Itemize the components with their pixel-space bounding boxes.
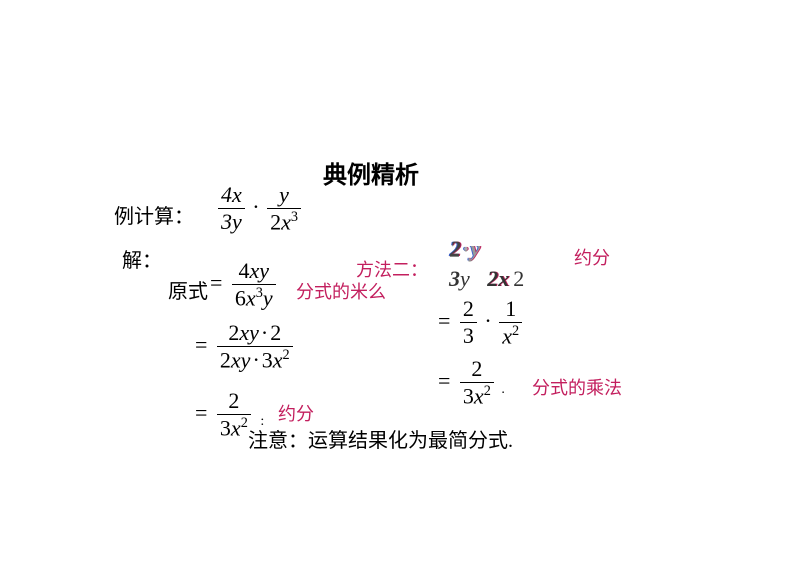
example-label: 例计算： — [114, 200, 194, 229]
m1-step1: = 4xy 6x3y — [210, 258, 276, 311]
origin-label: 原式 — [168, 275, 208, 304]
problem-expression: 4x 3y · y 2x3 — [218, 182, 301, 235]
anno-chengfa: 分式的乘法 — [532, 374, 622, 400]
m2-step2: = 2 3x2 . — [438, 356, 505, 409]
m2-step1: = 2 3 · 1 x2 — [438, 296, 522, 349]
m1-step2: = 2xy·2 2xy·3x2 — [195, 320, 293, 373]
method2-label: 方法二： — [356, 256, 428, 282]
glitch-numerator: 2·y — [450, 236, 482, 262]
solve-label: 解： — [122, 244, 162, 273]
anno-yuefen-right: 约分 — [574, 244, 610, 270]
glitch-denominator: 3y 2x2 — [449, 266, 524, 292]
note-text: 注意：运算结果化为最简分式. — [248, 424, 513, 453]
anno-yuefen-left: 约分 — [278, 400, 314, 426]
section-title: 典例精析 — [323, 155, 419, 190]
